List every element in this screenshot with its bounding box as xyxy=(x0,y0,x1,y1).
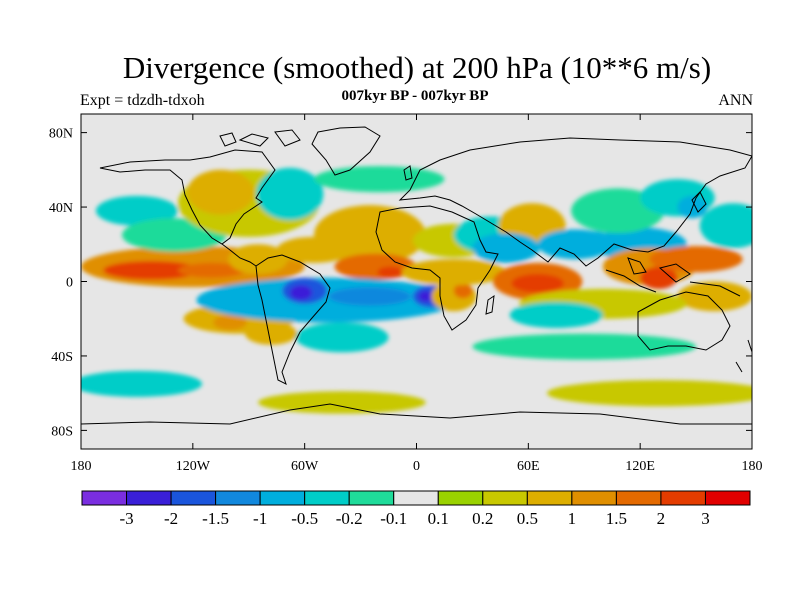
colorbar-swatch xyxy=(660,490,706,506)
y-tick-label: 0 xyxy=(66,276,73,291)
x-tick-label: 180 xyxy=(71,459,92,474)
y-tick-label: 80N xyxy=(49,127,73,142)
map-axes: 180 120W 60W 0 60E 120E 180 80N 40N 0 40S 80S xyxy=(49,114,763,474)
field-blob xyxy=(377,266,404,278)
coastlines xyxy=(81,126,752,425)
plot-title: Divergence (smoothed) at 200 hPa (10**6 … xyxy=(122,50,712,85)
field-blob xyxy=(213,314,247,330)
colorbar-swatch xyxy=(482,490,528,506)
coastline-japan xyxy=(691,191,707,213)
colorbar: -3 -2 -1.5 -1 -0.5 -0.2 -0.1 0.1 0.2 0.5 1 1.5 2 3 xyxy=(81,490,751,528)
x-tick-label: 60W xyxy=(291,459,319,474)
colorbar-label: -2 xyxy=(164,509,178,528)
y-tick-label: 80S xyxy=(51,424,73,439)
field-blob xyxy=(289,285,313,301)
colorbar-label: 0.2 xyxy=(472,509,493,528)
field-blob xyxy=(187,169,255,215)
coastline-australia xyxy=(637,291,731,351)
field-blob xyxy=(228,244,288,275)
field-blob xyxy=(245,322,298,345)
colorbar-label: -0.5 xyxy=(291,509,318,528)
coastline-africa xyxy=(375,205,499,331)
coastline-new-zealand xyxy=(735,339,752,373)
field-blob xyxy=(640,266,678,289)
x-tick-label: 180 xyxy=(742,459,763,474)
field-blob xyxy=(295,322,389,353)
field-blob xyxy=(472,333,697,360)
field-blob xyxy=(95,195,178,226)
colorbar-label: -0.2 xyxy=(336,509,363,528)
field-blob xyxy=(649,246,743,273)
season-label: ANN xyxy=(718,92,753,109)
field-blob xyxy=(256,167,324,221)
field-blob xyxy=(328,287,411,306)
colorbar-label: -3 xyxy=(119,509,133,528)
colorbar-swatch xyxy=(571,490,617,506)
coastline-indonesia xyxy=(605,257,741,297)
field-blob xyxy=(699,203,752,249)
coastline-eurasia xyxy=(398,137,752,267)
colorbar-label: -0.1 xyxy=(380,509,407,528)
colorbar-label: 1 xyxy=(568,509,577,528)
colorbar-swatch xyxy=(126,490,172,506)
x-tick-label: 120W xyxy=(176,459,211,474)
colorbar-swatch xyxy=(170,490,217,506)
colorbar-label: 0.5 xyxy=(517,509,538,528)
field-blob xyxy=(677,281,752,312)
field-blob xyxy=(418,290,434,302)
field-blob xyxy=(258,391,426,414)
colorbar-label: 1.5 xyxy=(606,509,627,528)
field-blob xyxy=(509,301,603,329)
field-blob xyxy=(472,233,540,263)
coastline-arctic-islands xyxy=(219,129,301,147)
colorbar-swatch xyxy=(704,490,751,506)
colorbar-swatch xyxy=(526,490,573,506)
divergence-field xyxy=(81,166,752,414)
x-tick-label: 0 xyxy=(413,459,420,474)
field-blob xyxy=(103,261,201,280)
x-tick-label: 120E xyxy=(625,459,655,474)
colorbar-swatch xyxy=(437,490,484,506)
x-tick-label: 60E xyxy=(517,459,540,474)
field-blob xyxy=(313,166,445,193)
colorbar-swatch xyxy=(215,490,261,506)
y-tick-label: 40S xyxy=(51,350,73,365)
colorbar-label: 2 xyxy=(657,509,666,528)
coastline-antarctica xyxy=(81,403,752,425)
colorbar-swatch xyxy=(348,490,395,506)
y-tick-label: 40N xyxy=(49,201,73,216)
colorbar-swatch xyxy=(615,490,662,506)
colorbar-swatch xyxy=(81,490,128,506)
colorbar-label: -1 xyxy=(253,509,267,528)
field-blob xyxy=(81,370,203,397)
field-blob xyxy=(547,380,752,407)
field-blob xyxy=(177,262,246,278)
colorbar-label: 3 xyxy=(701,509,710,528)
experiment-label: Expt = tdzdh-tdxoh xyxy=(80,92,205,109)
field-blob xyxy=(276,236,352,263)
coastline-madagascar xyxy=(485,294,495,315)
colorbar-swatch xyxy=(304,490,350,506)
coastline-north-america xyxy=(99,149,276,245)
field-blob xyxy=(511,274,564,293)
map-area: 180 120W 60W 0 60E 120E 180 80N 40N 0 40S 80S xyxy=(49,113,763,474)
coastline-greenland xyxy=(311,126,381,176)
plot-subtitle: 007kyr BP - 007kyr BP xyxy=(341,88,489,104)
field-blob xyxy=(453,283,473,299)
coastline-central-america xyxy=(221,243,257,267)
colorbar-label: -1.5 xyxy=(202,509,229,528)
colorbar-label: 0.1 xyxy=(428,509,449,528)
colorbar-swatch xyxy=(393,490,439,506)
coastline-uk xyxy=(403,165,413,181)
coastline-south-america xyxy=(255,254,331,385)
field-blob xyxy=(401,259,506,286)
colorbar-swatch xyxy=(259,490,306,506)
